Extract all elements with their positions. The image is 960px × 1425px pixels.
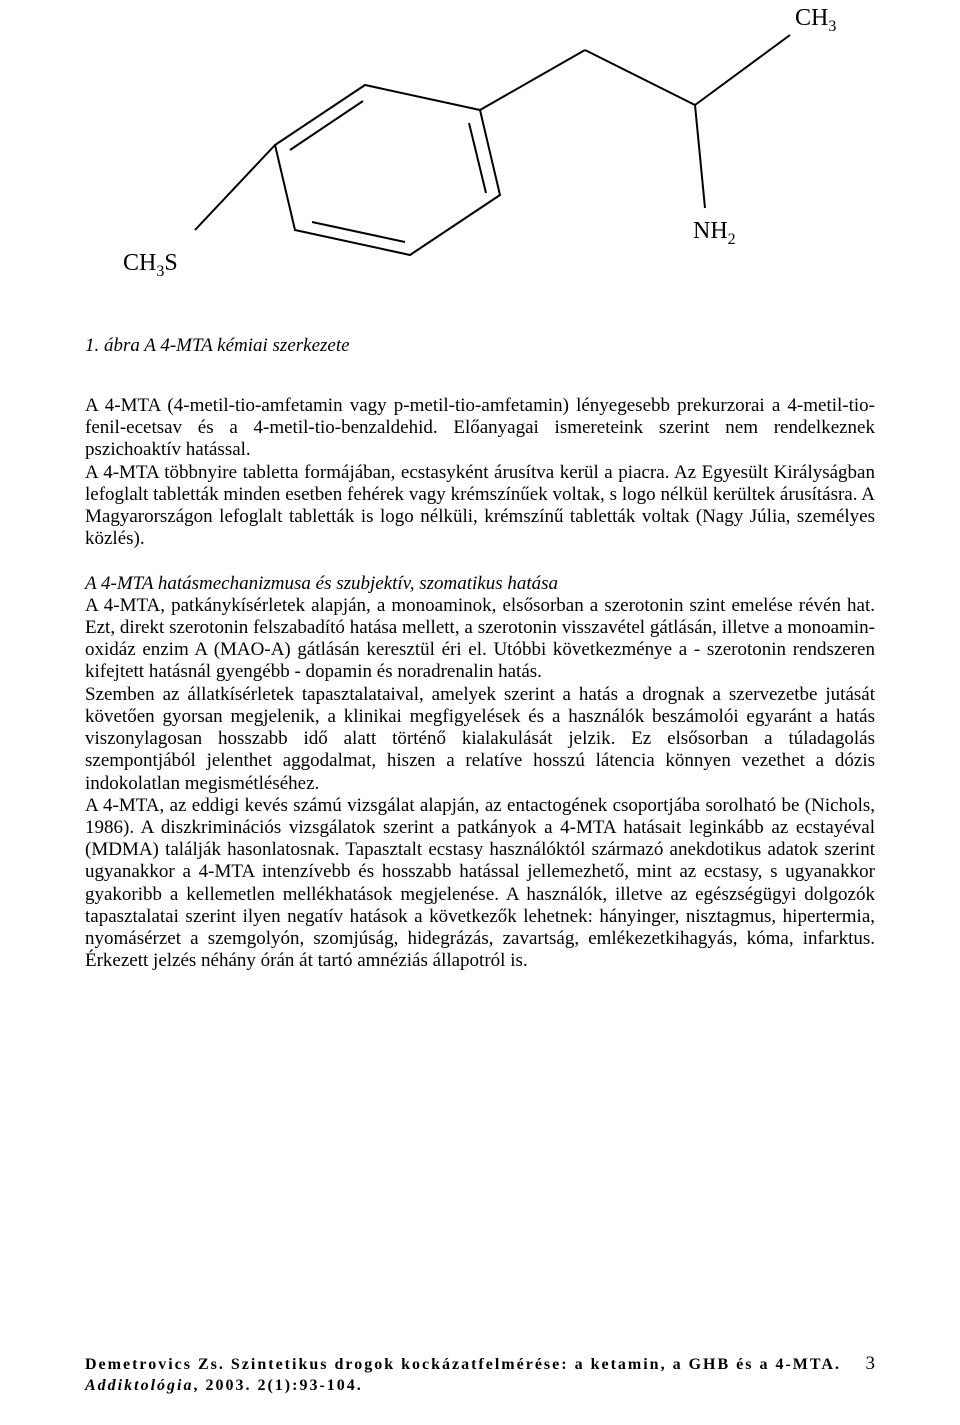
footer-title: Szintetikus drogok kockázatfelmérése: a … xyxy=(231,1356,841,1373)
paragraph-1: A 4-MTA (4-metil-tio-amfetamin vagy p-me… xyxy=(85,395,875,462)
molecule-svg: CH3 NH2 CH3S xyxy=(85,0,875,330)
svg-text:NH2: NH2 xyxy=(693,218,736,248)
footer-citation: Demetrovics Zs. Szintetikus drogok kocká… xyxy=(85,1355,875,1397)
footer-author: Demetrovics Zs. xyxy=(85,1356,225,1373)
svg-text:CH3S: CH3S xyxy=(123,250,178,280)
body-text: A 4-MTA (4-metil-tio-amfetamin vagy p-me… xyxy=(85,395,875,972)
footer-journal: Addiktológia xyxy=(85,1377,193,1394)
paragraph-5: A 4-MTA, az eddigi kevés számú vizsgálat… xyxy=(85,795,875,973)
page-number: 3 xyxy=(866,1352,876,1377)
section-title: A 4-MTA hatásmechanizmusa és szubjektív,… xyxy=(85,573,875,595)
figure-caption: 1. ábra A 4-MTA kémiai szerkezete xyxy=(85,335,875,357)
chemical-structure-diagram: CH3 NH2 CH3S xyxy=(85,0,875,330)
paragraph-4: Szemben az állatkísérletek tapasztalatai… xyxy=(85,684,875,795)
svg-text:CH3: CH3 xyxy=(795,5,836,35)
paragraph-2: A 4-MTA többnyire tabletta formájában, e… xyxy=(85,462,875,551)
paragraph-3: A 4-MTA, patkánykísérletek alapján, a mo… xyxy=(85,595,875,684)
footer-ref: , 2003. 2(1):93-104. xyxy=(193,1377,362,1394)
